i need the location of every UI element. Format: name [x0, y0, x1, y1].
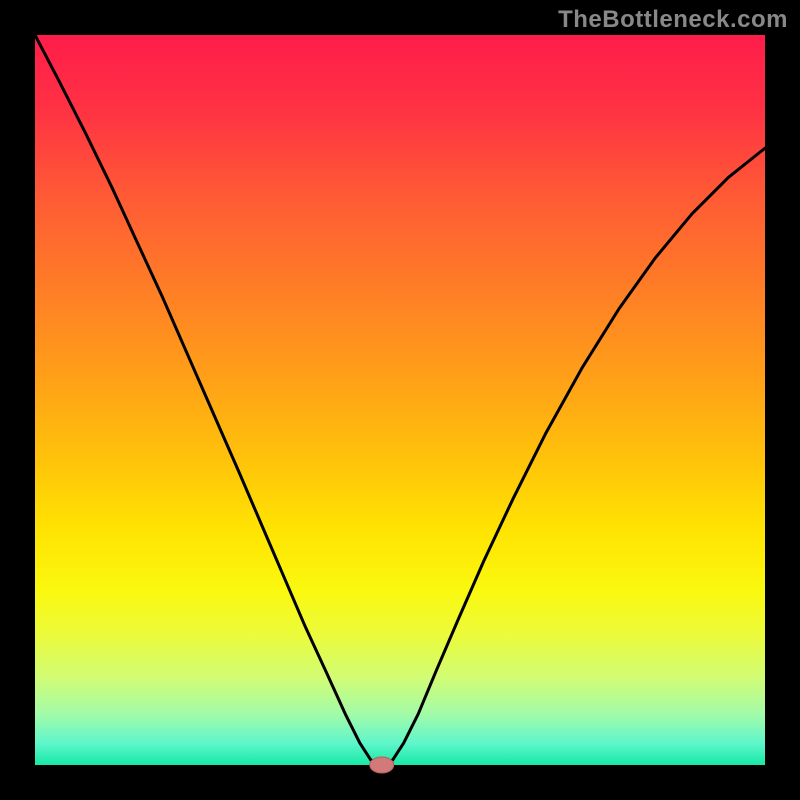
plot-background	[35, 35, 765, 765]
watermark-text: TheBottleneck.com	[558, 6, 788, 34]
chart-svg	[0, 0, 800, 800]
optimal-point-marker	[370, 757, 394, 773]
bottleneck-chart: TheBottleneck.com	[0, 0, 800, 800]
